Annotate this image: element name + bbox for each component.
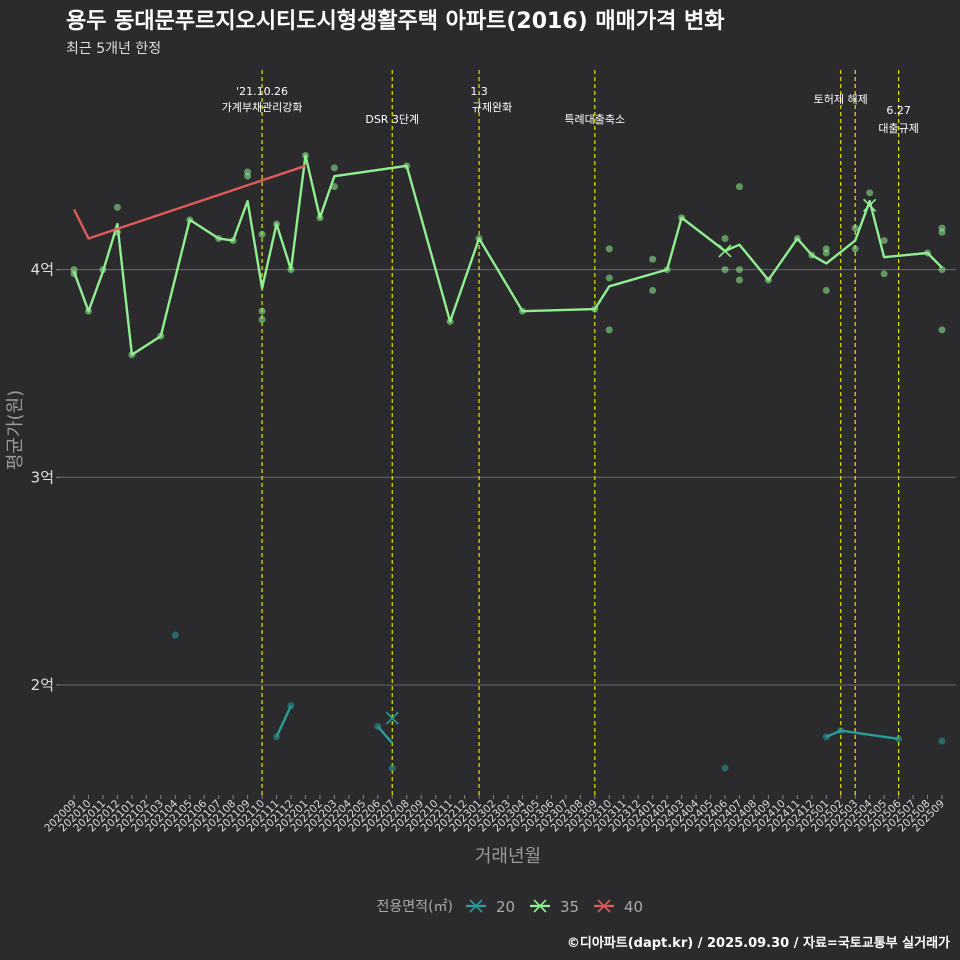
point-35 (822, 286, 830, 294)
point-35 (244, 172, 252, 180)
point-20 (388, 764, 396, 772)
legend-label: 40 (624, 898, 643, 916)
y-axis: 2억 3억 4억 (31, 261, 60, 694)
point-35 (721, 235, 729, 243)
legend-key-x (469, 899, 483, 913)
policy-label: 규제완화 (472, 101, 512, 114)
series-line-20 (275, 705, 293, 738)
legend-title: 전용면적(㎡) (377, 899, 453, 915)
point-35 (822, 249, 830, 257)
policy-label: 1.3 (470, 85, 488, 98)
point-20 (895, 735, 903, 743)
legend-label: 35 (560, 898, 579, 916)
point-35 (649, 255, 657, 263)
marker-20 (385, 711, 399, 725)
legend-item-40: 40 (594, 898, 643, 916)
series-layer (70, 151, 946, 772)
point-35 (605, 326, 613, 334)
marker-stroke (863, 198, 877, 212)
point-35 (113, 203, 121, 211)
policy-label: 가계부채관리강화 (222, 101, 303, 114)
point-35 (866, 189, 874, 197)
chart-subtitle: 최근 5개년 한정 (66, 41, 161, 57)
point-35 (649, 286, 657, 294)
y-tick-label: 2억 (31, 676, 54, 694)
point-35 (735, 266, 743, 274)
point-20 (938, 737, 946, 745)
point-35 (880, 237, 888, 245)
chart-title: 용두 동대문푸르지오시티도시형생활주택 아파트(2016) 매매가격 변화 (66, 9, 724, 34)
policy-label: 특례대출축소 (564, 113, 625, 126)
point-35 (851, 224, 859, 232)
point-35 (938, 228, 946, 236)
marker-stroke (718, 244, 732, 258)
point-35 (938, 266, 946, 274)
point-35 (938, 326, 946, 334)
y-axis-label: 평균가(원) (5, 390, 26, 470)
series-line-40 (72, 164, 306, 240)
marker-35 (863, 198, 877, 212)
y-tick-label: 4억 (31, 261, 54, 279)
point-35 (258, 307, 266, 315)
policy-label: '21.10.26 (236, 85, 288, 98)
point-35 (721, 266, 729, 274)
point-35 (330, 164, 338, 172)
grid-lines (60, 269, 956, 686)
legend-item-35: 35 (530, 898, 579, 916)
point-35 (258, 230, 266, 238)
legend: 전용면적(㎡) 20 35 40 (377, 898, 644, 916)
y-tick-label: 3억 (31, 468, 54, 486)
chart-caption: ©디아파트(dapt.kr) / 2025.09.30 / 자료=국토교통부 실… (567, 935, 950, 951)
marker-35 (718, 244, 732, 258)
x-axis-label: 거래년월 (475, 846, 541, 867)
series-line-35 (72, 154, 943, 356)
point-35 (258, 315, 266, 323)
policy-label: 6.27 (886, 104, 911, 117)
policy-label: 토허제 해제 (814, 92, 868, 106)
point-35 (605, 245, 613, 253)
x-axis: 2020092020102020112020122021012021022021… (42, 795, 947, 834)
point-35 (735, 183, 743, 191)
series-line-20 (825, 729, 899, 741)
policy-label: DSR 3단계 (365, 113, 419, 126)
legend-label: 20 (496, 898, 515, 916)
legend-item-20: 20 (466, 898, 515, 916)
policy-label: 대출규제 (878, 122, 918, 135)
point-35 (851, 245, 859, 253)
point-35 (735, 276, 743, 284)
point-20 (721, 764, 729, 772)
point-20 (171, 631, 179, 639)
marker-stroke (385, 711, 399, 725)
point-35 (880, 270, 888, 278)
point-35 (605, 274, 613, 282)
legend-key-x (597, 899, 611, 913)
legend-key-x (533, 899, 547, 913)
series-line-20 (376, 725, 394, 744)
